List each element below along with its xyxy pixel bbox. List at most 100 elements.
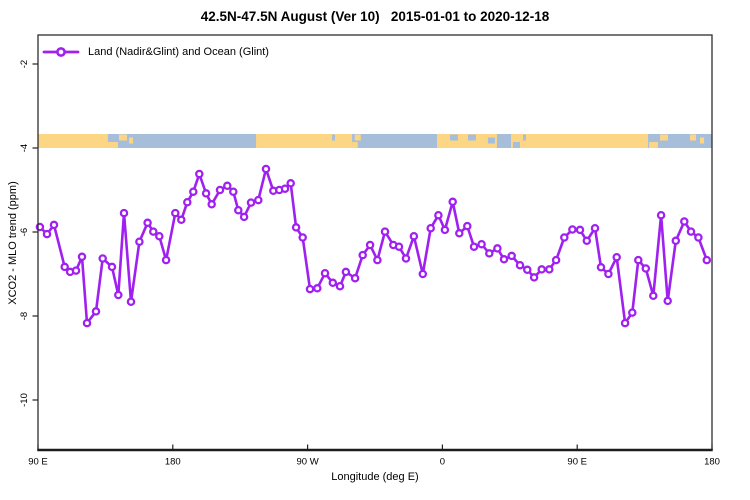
data-point-marker [82,318,92,328]
map-strip-lake [522,134,526,141]
data-point-marker [313,284,322,293]
data-point-marker [515,260,525,270]
data-point-marker [229,187,238,196]
map-strip-lake [512,142,520,148]
data-point-marker [568,225,577,234]
data-point-marker [149,227,158,236]
data-point-marker [91,307,101,316]
data-point-marker [234,205,243,215]
y-tick-label: -4 [19,144,30,152]
x-axis-title: Longitude (deg E) [331,471,419,483]
y-tick-label: -6 [19,228,30,236]
map-strip-lake [496,134,511,148]
data-point-marker [426,223,435,233]
data-point-marker [223,181,232,191]
data-point-marker [183,197,192,207]
map-strip-lake [450,134,458,141]
data-point-marker [373,255,382,265]
data-point-marker [656,210,666,220]
data-point-marker [641,264,651,273]
data-point-marker [114,290,123,300]
x-tick-label: 180 [704,457,720,468]
data-point-marker [590,223,600,233]
data-point-marker [401,254,411,263]
data-point-marker [119,208,129,218]
map-strip-ocean [107,134,257,148]
data-point-marker [261,164,271,174]
data-point-marker [77,252,87,262]
data-point-marker [335,281,345,291]
map-strip-island [107,142,118,148]
y-tick-label: -2 [19,60,30,68]
x-tick-label: 90 W [297,457,319,468]
map-strip-island [119,134,127,141]
x-tick-label: 180 [165,457,181,468]
data-point-marker [298,233,307,242]
legend: Land (Nadir&Glint) and Ocean (Glint) [88,45,269,60]
data-point-marker [49,220,59,230]
data-point-marker [135,237,144,246]
legend-label: Land (Nadir&Glint) and Ocean (Glint) [88,46,269,58]
data-point-marker [463,221,472,231]
data-point-marker [545,265,554,274]
data-point-marker [215,185,225,195]
chart-title: 42.5N-47.5N August (Ver 10) 2015-01-01 t… [200,9,550,24]
data-point-marker [560,233,569,242]
data-point-marker [493,244,502,253]
data-point-marker [341,267,351,277]
data-point-marker [485,249,494,258]
map-strip-island [352,142,358,148]
data-point-marker [680,217,689,226]
data-point-marker [394,242,404,251]
data-point-marker [582,236,592,246]
map-strip-island [700,137,705,144]
map-strip-lake [487,137,495,144]
data-point-marker [189,187,198,196]
map-strip-island [354,134,361,141]
data-point-marker [612,252,621,262]
x-tick-label: 0 [440,457,445,468]
data-point-marker [107,262,117,272]
data-point-marker [320,268,330,278]
data-point-marker [207,200,216,209]
data-point-marker [98,254,107,263]
data-point-marker [604,269,613,279]
y-tick-label: -8 [19,312,30,320]
x-tick-label: 90 E [28,457,48,468]
data-point-marker [537,265,546,274]
data-point-marker [246,198,256,207]
map-strip-island [689,134,696,141]
map-strip-lake [468,134,476,141]
data-point-marker [328,278,338,288]
map-strip-ocean [352,134,438,148]
data-point-marker [305,284,315,294]
data-point-marker [448,197,457,207]
data-point-marker [358,250,367,260]
data-point-marker [694,233,703,242]
data-point-marker [499,255,509,264]
data-point-marker [350,273,360,283]
data-point-marker [418,269,428,279]
data-point-marker [71,266,81,275]
data-point-marker [686,227,696,236]
data-point-marker [663,296,672,306]
data-point-marker [177,215,186,225]
legend-marker-icon [56,47,66,57]
data-point-marker [161,255,171,265]
data-point-marker [171,208,180,218]
data-point-marker [286,179,295,188]
map-strip-island [649,142,658,148]
data-point-marker [60,262,69,272]
data-point-marker [529,273,539,282]
data-point-marker [620,318,630,328]
data-point-marker [434,210,443,220]
data-point-marker [380,227,390,236]
data-point-marker [702,255,712,265]
data-point-marker [469,242,479,251]
data-point-marker [634,255,643,265]
data-point-marker [291,223,301,232]
data-point-marker [239,212,249,222]
y-tick-label: -10 [19,393,30,407]
